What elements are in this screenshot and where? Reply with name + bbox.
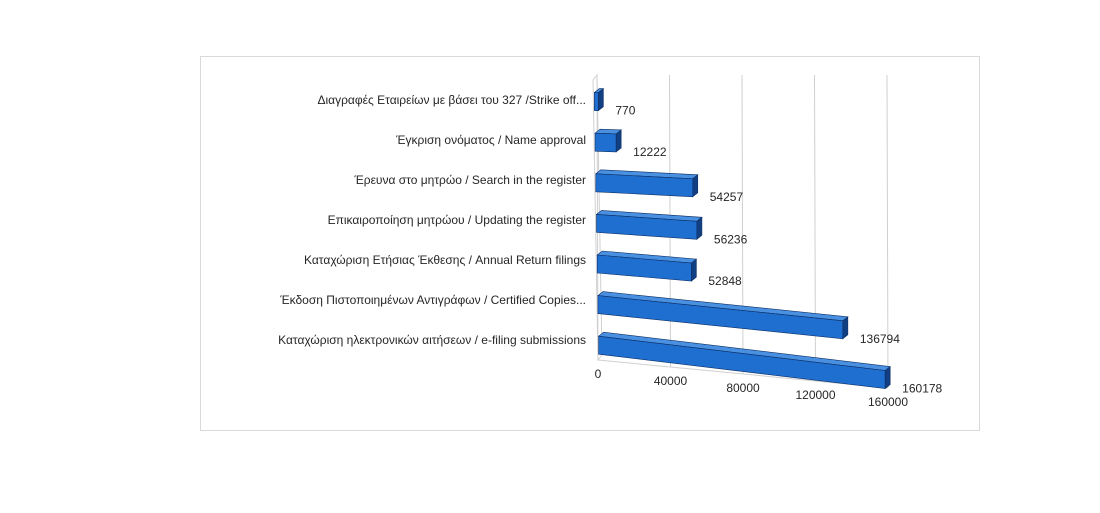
bar-end-face <box>842 316 849 340</box>
bars-layer <box>593 88 891 390</box>
bar-end-face <box>696 216 703 240</box>
bar-end-face <box>691 258 697 282</box>
side-wall <box>592 73 603 362</box>
x-tick-label: 40000 <box>654 374 688 388</box>
category-label: Καταχώριση ηλεκτρονικών αιτήσεων / e-fil… <box>278 333 586 347</box>
x-tick-label: 160000 <box>868 395 908 409</box>
data-label: 52848 <box>708 274 742 288</box>
category-label: Επικαιροποίηση μητρώου / Updating the re… <box>328 213 586 227</box>
data-label: 12222 <box>633 145 667 159</box>
data-label: 160178 <box>902 382 942 396</box>
bar-end-face <box>598 88 604 112</box>
data-label: 136794 <box>860 332 900 346</box>
data-label: 770 <box>615 104 635 118</box>
data-label: 54257 <box>710 190 744 204</box>
category-label: Διαγραφές Εταιρείων με βάσει του 327 /St… <box>317 93 586 107</box>
gridline <box>741 74 744 375</box>
bar-end-face <box>615 129 622 153</box>
category-label: Έρευνα στο μητρώο / Search in the regist… <box>353 173 586 187</box>
bar <box>594 92 599 111</box>
labels-layer: 0 40000 80000 120000 160000 Διαγραφές Εταιρεί… <box>278 93 942 409</box>
x-tick-label: 120000 <box>795 388 835 402</box>
category-label: Έγκριση ονόματος / Name approval <box>395 133 586 147</box>
gridline <box>886 74 889 389</box>
category-label: Καταχώριση Ετήσιας Έκθεσης / Annual Retu… <box>304 253 586 267</box>
x-tick-label: 0 <box>595 367 602 381</box>
bar-end-face <box>884 365 891 390</box>
x-tick-label: 80000 <box>726 381 760 395</box>
bar <box>597 295 844 340</box>
bar-end-face <box>692 174 699 198</box>
bar <box>594 132 617 153</box>
category-label: Έκδοση Πιστοποιημένων Αντιγράφων / Certi… <box>279 293 586 307</box>
data-label: 56236 <box>714 232 748 246</box>
